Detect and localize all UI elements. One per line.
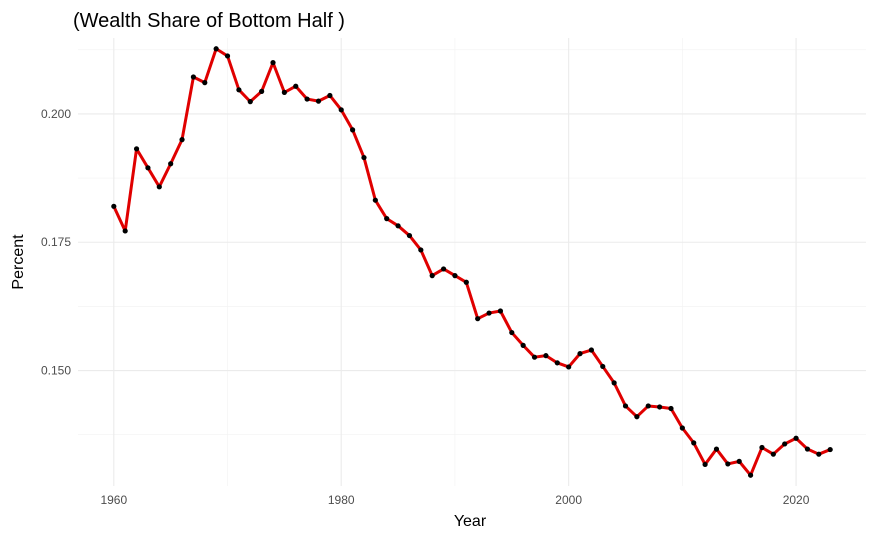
x-tick-label: 2000 <box>555 493 582 507</box>
data-point <box>293 83 299 89</box>
data-point <box>236 87 242 93</box>
y-tick-label: 0.150 <box>41 364 71 378</box>
data-point <box>713 446 720 452</box>
data-point <box>827 446 833 453</box>
data-point <box>395 223 401 229</box>
data-point <box>350 127 356 133</box>
data-point <box>588 347 594 353</box>
data-point <box>645 403 651 409</box>
data-point <box>168 161 174 167</box>
data-point <box>804 446 811 452</box>
data-point <box>566 364 572 370</box>
x-axis-tick-labels: 1960 1980 2000 2020 <box>100 493 809 507</box>
chart-title: (Wealth Share of Bottom Half ) <box>73 10 345 32</box>
data-point <box>577 351 583 357</box>
data-point <box>531 354 538 360</box>
series-line <box>112 47 832 477</box>
data-point <box>475 316 481 322</box>
data-point <box>691 440 697 446</box>
y-axis-title: Percent <box>10 234 27 290</box>
data-point <box>338 107 344 113</box>
data-point <box>725 461 731 467</box>
y-tick-label: 0.200 <box>41 107 71 121</box>
data-point <box>679 425 685 431</box>
data-point <box>816 451 822 457</box>
data-point <box>361 154 367 161</box>
data-point <box>747 472 754 478</box>
data-point <box>133 146 140 152</box>
data-point <box>384 216 390 222</box>
data-point <box>213 46 219 52</box>
major-gridlines <box>78 38 866 486</box>
data-point <box>418 247 424 253</box>
data-point <box>554 360 560 366</box>
data-point <box>247 99 253 105</box>
data-point <box>406 232 413 239</box>
data-point <box>190 74 197 80</box>
data-point <box>270 60 276 66</box>
data-point <box>634 414 640 420</box>
data-point <box>497 308 504 314</box>
data-point <box>793 435 799 441</box>
data-point <box>224 53 231 59</box>
data-point <box>520 342 526 348</box>
data-point <box>770 451 776 457</box>
data-point <box>668 405 674 412</box>
data-point <box>782 441 788 447</box>
x-tick-label: 1960 <box>100 493 127 507</box>
data-point <box>452 272 458 279</box>
data-point <box>122 228 128 234</box>
x-tick-label: 2020 <box>783 493 810 507</box>
data-point <box>315 98 322 104</box>
data-point <box>736 458 742 464</box>
data-point <box>111 203 117 209</box>
data-point <box>304 96 310 102</box>
series-line-group <box>112 47 832 477</box>
data-points-group <box>111 46 833 478</box>
x-tick-label: 1980 <box>328 493 355 507</box>
data-point <box>657 404 663 410</box>
data-point <box>440 266 447 272</box>
data-point <box>759 444 765 451</box>
data-point <box>145 165 151 171</box>
data-point <box>179 137 185 143</box>
data-point <box>429 272 435 279</box>
data-point <box>509 329 515 336</box>
data-point <box>372 197 378 203</box>
data-point <box>202 80 208 86</box>
x-axis-title: Year <box>454 513 487 530</box>
data-point <box>259 88 265 94</box>
data-point <box>281 89 287 95</box>
y-tick-label: 0.175 <box>41 235 71 249</box>
data-point <box>486 310 492 316</box>
data-point <box>327 92 333 99</box>
minor-gridlines <box>78 38 866 486</box>
data-point <box>600 363 606 370</box>
data-point <box>543 353 549 359</box>
data-point <box>156 184 162 190</box>
data-point <box>702 461 708 468</box>
data-point <box>463 279 469 285</box>
y-axis-tick-labels: 0.150 0.175 0.200 <box>41 107 71 378</box>
data-point <box>611 380 617 386</box>
data-point <box>622 403 629 409</box>
